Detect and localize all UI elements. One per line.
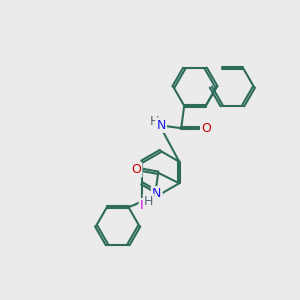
Text: O: O xyxy=(131,163,141,176)
Text: I: I xyxy=(140,199,144,212)
Text: H: H xyxy=(149,115,159,128)
Text: N: N xyxy=(152,187,161,200)
Text: H: H xyxy=(144,195,153,208)
Text: O: O xyxy=(201,122,211,135)
Text: N: N xyxy=(156,119,166,132)
